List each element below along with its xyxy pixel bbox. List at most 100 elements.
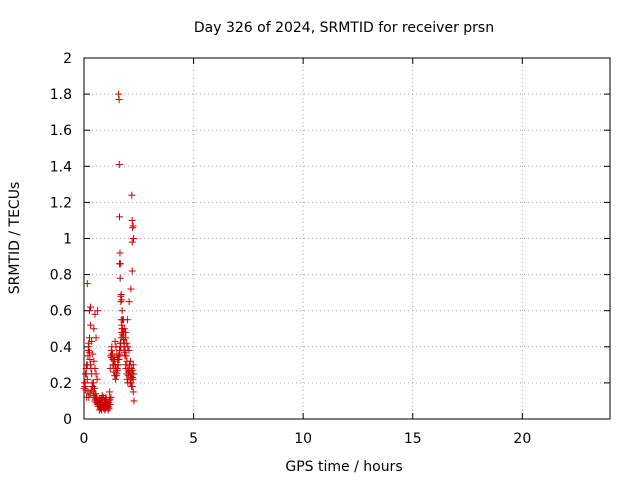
- data-point: [116, 274, 124, 282]
- data-point: [91, 310, 99, 318]
- data-point: [125, 298, 133, 306]
- data-point: [126, 361, 134, 369]
- data-point: [94, 307, 102, 315]
- x-tick-label: 15: [404, 431, 422, 447]
- data-point: [81, 379, 89, 387]
- data-point: [85, 334, 93, 342]
- data-point: [127, 285, 135, 293]
- data-point: [123, 339, 131, 347]
- data-point: [116, 249, 124, 257]
- x-tick-label: 0: [80, 431, 89, 447]
- data-point: [110, 368, 118, 376]
- y-tick-label: 1.2: [50, 195, 72, 211]
- data-point: [82, 370, 90, 378]
- data-point: [115, 96, 123, 104]
- data-point: [112, 372, 120, 380]
- data-point: [116, 346, 124, 354]
- data-point: [130, 397, 138, 405]
- data-point: [129, 388, 137, 396]
- data-point: [126, 357, 134, 365]
- y-tick-label: 2: [63, 51, 72, 67]
- data-point: [95, 399, 103, 407]
- y-tick-label: 0: [63, 412, 72, 428]
- y-tick-label: 0.4: [50, 340, 72, 356]
- data-point: [83, 361, 91, 369]
- y-tick-label: 1.4: [50, 159, 72, 175]
- data-point: [124, 343, 132, 351]
- x-tick-labels: 0 5 10 15 20: [80, 431, 532, 447]
- data-point: [107, 393, 115, 401]
- data-point: [91, 364, 99, 372]
- data-point: [105, 404, 113, 412]
- data-point: [92, 390, 100, 398]
- data-point: [116, 339, 124, 347]
- data-point: [85, 339, 93, 347]
- data-point: [112, 343, 120, 351]
- data-point: [116, 260, 124, 268]
- data-point: [128, 267, 136, 275]
- y-tick-label: 0.6: [50, 304, 72, 320]
- data-point: [127, 373, 135, 381]
- data-point: [107, 352, 115, 360]
- y-tick-label: 1.6: [50, 123, 72, 139]
- data-point: [122, 352, 130, 360]
- x-tick-label: 10: [294, 431, 312, 447]
- data-point: [87, 321, 95, 329]
- data-point: [90, 357, 98, 365]
- data-point: [117, 316, 125, 324]
- data-point: [89, 379, 97, 387]
- data-point: [83, 393, 91, 401]
- data-point: [113, 366, 121, 374]
- data-point: [113, 350, 121, 358]
- data-point: [116, 213, 124, 221]
- data-point: [83, 280, 91, 288]
- data-point: [125, 346, 133, 354]
- grid-lines: [84, 58, 610, 419]
- data-point: [128, 191, 136, 199]
- data-point: [115, 160, 123, 168]
- data-points: [80, 90, 138, 414]
- data-point: [128, 383, 136, 391]
- y-tick-label: 0.2: [50, 376, 72, 392]
- data-point: [89, 350, 97, 358]
- y-tick-labels: 0 0.2 0.4 0.6 0.8 1 1.2 1.4 1.6 1.8 2: [50, 51, 72, 428]
- data-point: [107, 354, 115, 362]
- data-point: [118, 307, 126, 315]
- y-tick-label: 0.8: [50, 268, 72, 284]
- data-point: [129, 222, 137, 230]
- data-point: [90, 325, 98, 333]
- data-point: [110, 357, 118, 365]
- data-point: [106, 388, 114, 396]
- data-point: [130, 235, 138, 242]
- data-point: [93, 393, 101, 401]
- data-point: [84, 346, 92, 354]
- data-point: [88, 337, 96, 345]
- y-tick-label: 1.8: [50, 87, 72, 103]
- chart-title: Day 326 of 2024, SRMTID for receiver prs…: [194, 20, 494, 36]
- data-point: [85, 307, 93, 315]
- data-point: [117, 298, 125, 306]
- data-point: [99, 393, 107, 401]
- data-point: [118, 325, 126, 333]
- data-point: [85, 348, 93, 356]
- data-point: [98, 392, 106, 400]
- data-point: [104, 406, 112, 414]
- data-point: [111, 337, 119, 345]
- data-point: [115, 352, 123, 360]
- data-point: [93, 375, 101, 383]
- data-point: [118, 296, 126, 304]
- data-point: [127, 364, 135, 372]
- data-point: [83, 375, 91, 383]
- data-point: [119, 332, 127, 340]
- x-tick-label: 5: [189, 431, 198, 447]
- data-point: [106, 401, 114, 409]
- data-point: [92, 370, 100, 378]
- y-tick-label: 1: [63, 232, 72, 248]
- data-point: [128, 238, 136, 246]
- data-point: [91, 384, 99, 392]
- data-point: [82, 386, 90, 394]
- data-point: [86, 355, 94, 363]
- data-point: [128, 370, 136, 378]
